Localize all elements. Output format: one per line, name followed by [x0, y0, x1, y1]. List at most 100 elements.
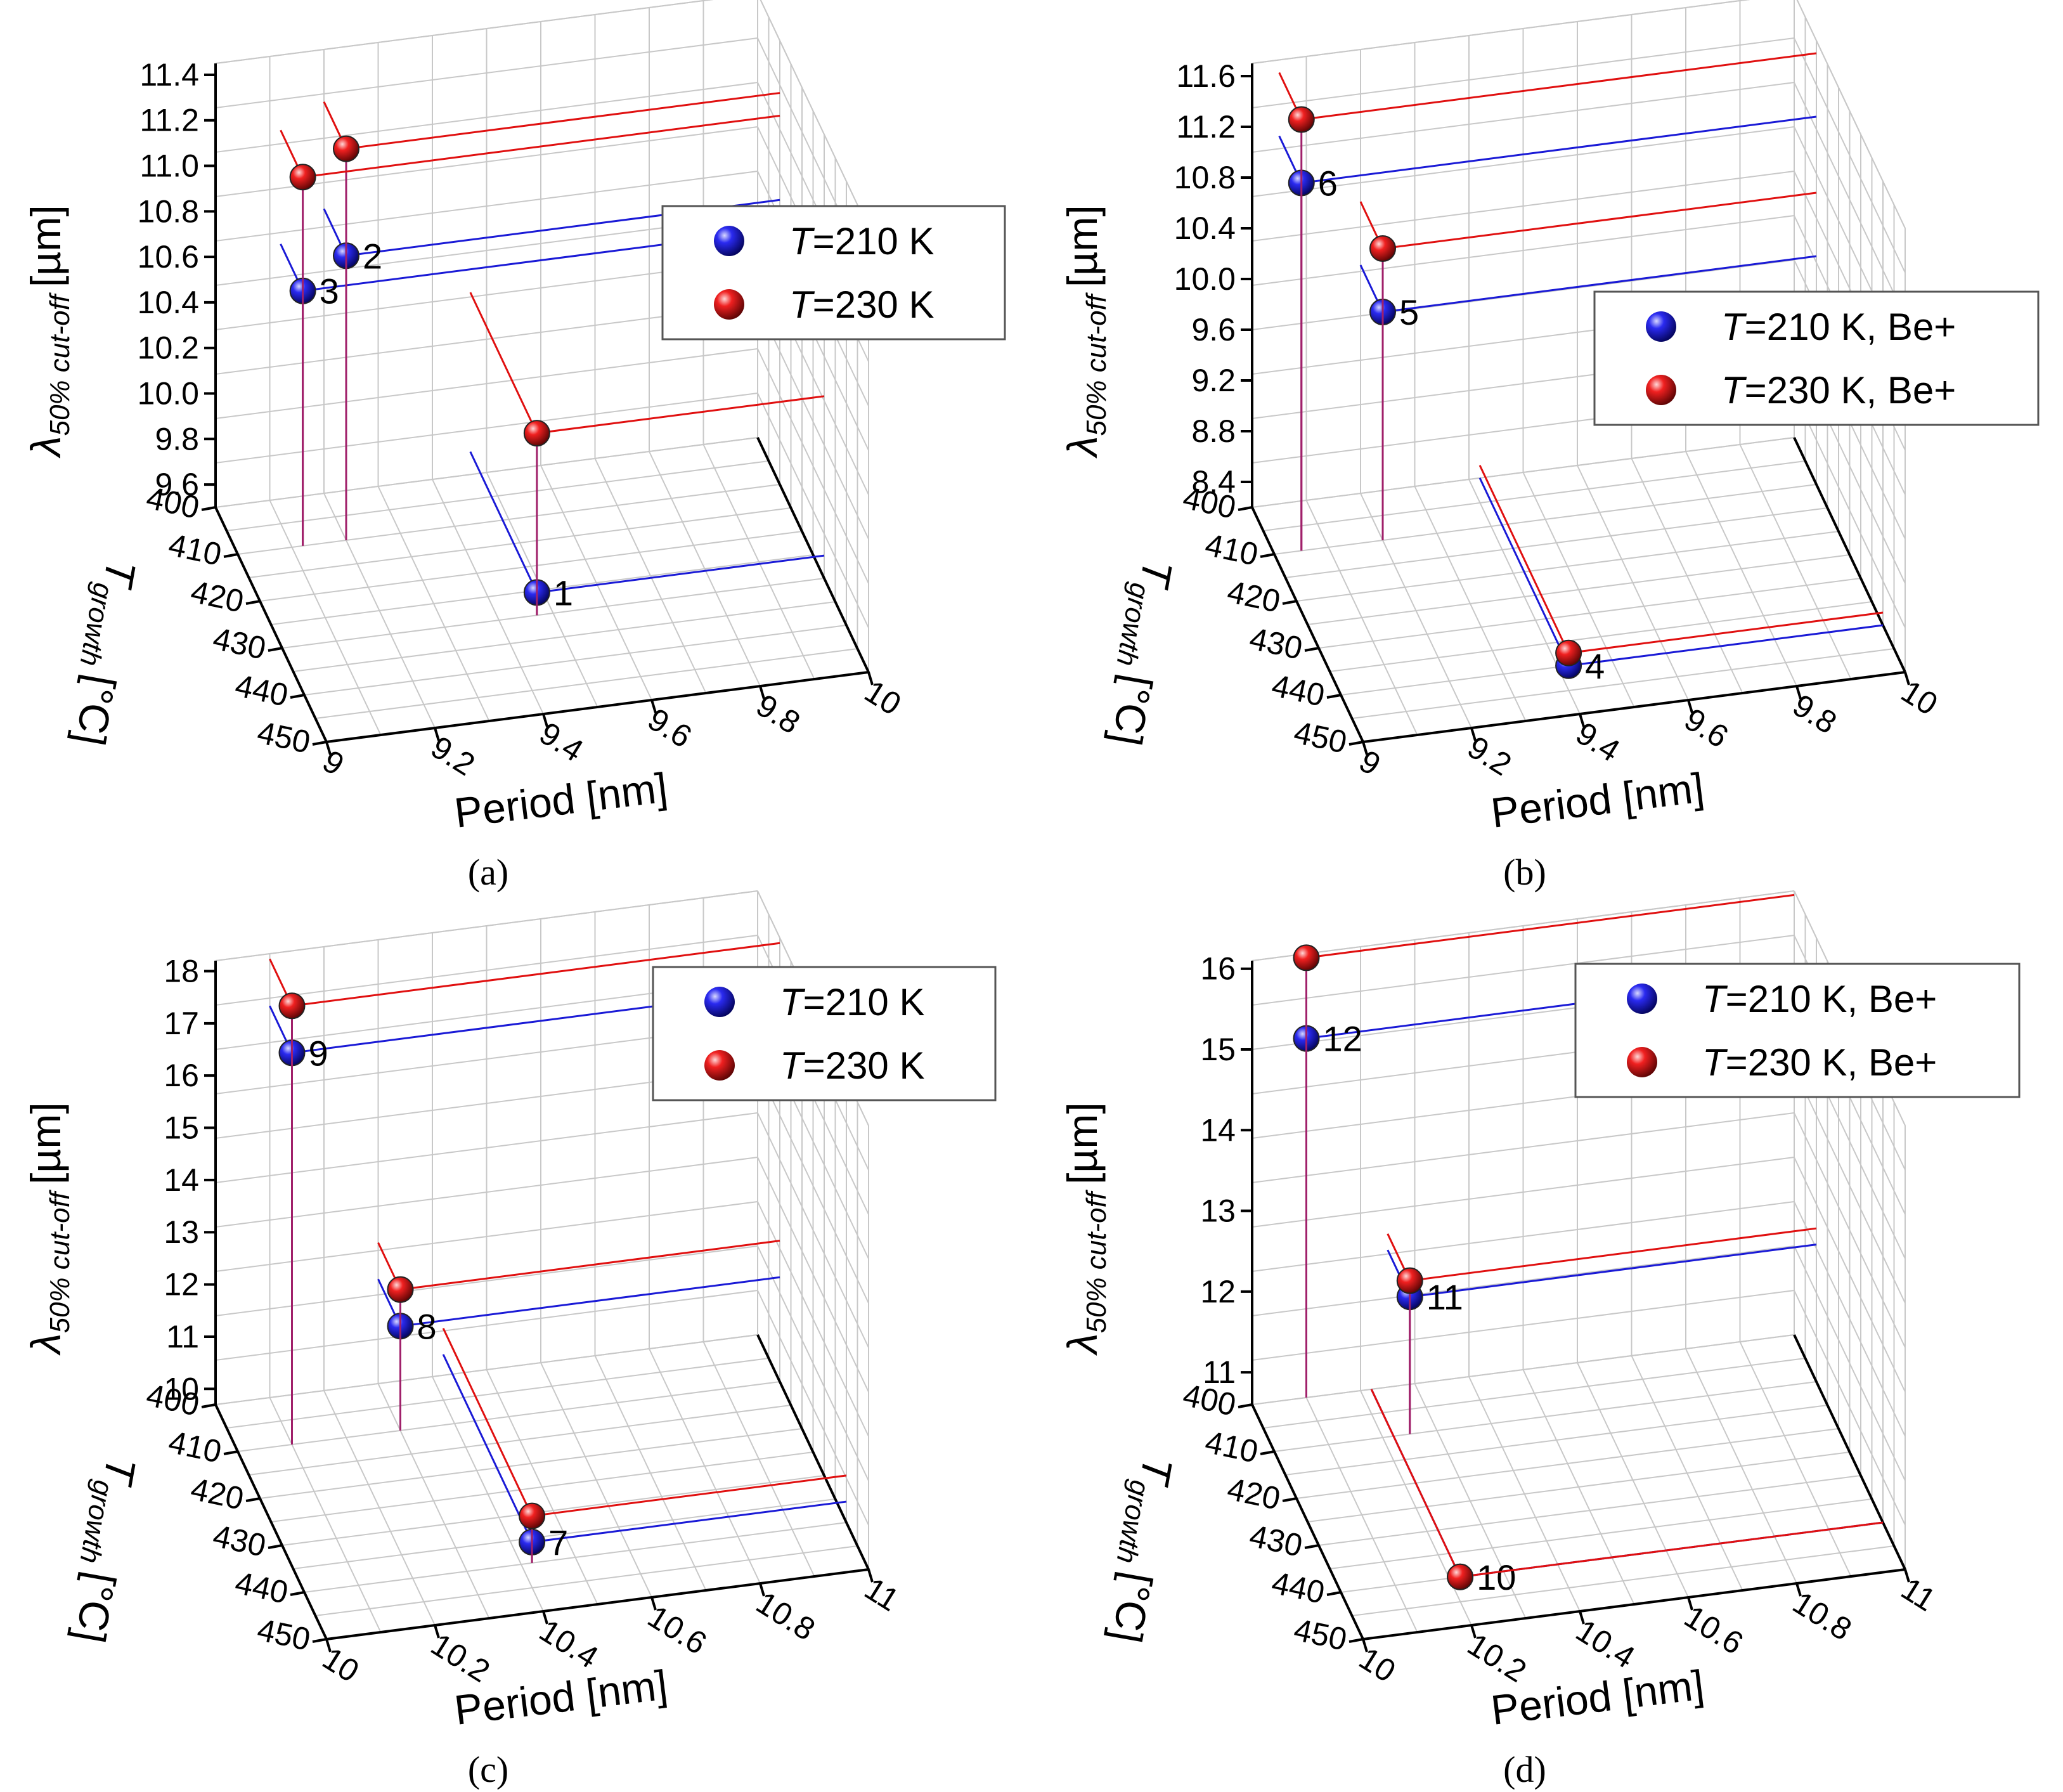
grid-line	[226, 1358, 769, 1429]
y-axis-symbol: λ	[1059, 1334, 1106, 1356]
x-tick-mark	[325, 741, 332, 755]
axes-frame	[1238, 63, 1910, 755]
legend-entry: T=210 K, Be+	[1702, 978, 1937, 1020]
legend-marker	[714, 289, 744, 320]
data-point	[289, 164, 316, 191]
projection-line	[531, 1474, 847, 1517]
z-tick-mark	[268, 1544, 283, 1549]
data-point	[523, 420, 550, 447]
y-tick-label: 13	[164, 1214, 199, 1250]
y-tick-label: 13	[1200, 1193, 1236, 1229]
legend-entry: T=210 K	[780, 981, 925, 1023]
data-point-label: 1	[553, 573, 573, 613]
x-tick-mark	[1579, 1611, 1585, 1625]
panel-caption: (b)	[1503, 852, 1546, 893]
axes-frame	[201, 63, 874, 755]
y-tick-label: 8.4	[1191, 464, 1236, 500]
y-tick-label: 15	[164, 1110, 199, 1146]
grid-line	[215, 935, 758, 1006]
z-tick-label: 430	[1246, 621, 1305, 666]
x-axis-title: Period [nm]	[1489, 763, 1707, 836]
data-point-label: 12	[1323, 1019, 1362, 1059]
legend-entry: T=230 K	[780, 1044, 925, 1087]
legend: T=210 K T=230 K	[652, 966, 997, 1101]
y-axis-unit: [µm]	[1059, 205, 1106, 287]
y-tick-label: 9.2	[1191, 363, 1236, 398]
y-tick-label: 10.4	[1174, 211, 1236, 246]
x-tick-mark	[867, 672, 874, 685]
x-tick-mark	[1687, 699, 1693, 713]
x-tick-mark	[1795, 1583, 1802, 1597]
data-series: 4 5 6	[1278, 52, 1884, 686]
z-tick-mark	[201, 506, 216, 511]
x-tick-label: 10.6	[642, 1599, 713, 1661]
z-tick-label: 430	[210, 621, 269, 666]
x-tick-label: 10.2	[425, 1626, 496, 1689]
x-tick-mark	[1362, 1639, 1368, 1652]
z-axis-title: Tgrowth[°C]	[60, 555, 145, 749]
axis-line	[1793, 437, 1906, 673]
grid-line	[649, 1348, 761, 1584]
data-point-label: 2	[363, 236, 382, 276]
projection-line	[1568, 611, 1884, 654]
grid-line	[237, 484, 780, 555]
grid-line	[1685, 451, 1797, 687]
grid-line	[594, 458, 707, 694]
grid-line	[1794, 1112, 1906, 1348]
z-tick-mark	[1304, 1544, 1319, 1549]
legend-symbol: T	[780, 1044, 806, 1087]
grid-line	[215, 82, 758, 153]
grid-line	[1251, 37, 1795, 108]
grid-line	[1274, 484, 1817, 555]
data-point-label: 4	[1585, 646, 1605, 686]
axis-line	[1362, 671, 1906, 743]
z-tick-label: 410	[1202, 1424, 1261, 1470]
legend-entry: T=230 K	[789, 283, 934, 326]
x-tick-label: 9.8	[750, 687, 806, 741]
projection-line	[1301, 52, 1817, 120]
y-tick-label: 16	[164, 1058, 199, 1093]
z-tick-mark	[1326, 1591, 1342, 1596]
legend-entry: T=230 K, Be+	[1702, 1041, 1937, 1084]
panel-caption: (d)	[1503, 1749, 1546, 1790]
legend-marker	[704, 1050, 735, 1081]
axis-line	[326, 671, 869, 743]
grid-line	[226, 460, 769, 531]
y-axis-title: λ50% cut-off [µm]	[1059, 205, 1112, 458]
legend-text: =210 K, Be+	[1745, 306, 1956, 348]
projection-line	[1568, 624, 1884, 667]
legend-box	[652, 966, 997, 1101]
y-tick-label: 10.4	[138, 285, 199, 320]
legend-text: =230 K	[803, 1044, 925, 1087]
y-axis-subscript: 50% cut-off	[44, 1189, 75, 1333]
grid-line	[1794, 37, 1906, 273]
x-tick-label: 10.8	[1787, 1585, 1858, 1647]
grid-line	[215, 890, 758, 961]
z-axis-unit: [°C]	[1103, 1569, 1161, 1646]
z-tick-label: 450	[254, 1612, 313, 1658]
x-tick-label: 10.4	[533, 1613, 604, 1675]
x-tick-label: 10	[316, 1640, 365, 1689]
z-tick-mark	[1348, 1638, 1364, 1643]
x-tick-label: 9.2	[425, 729, 481, 782]
y-axis-symbol: λ	[22, 1334, 69, 1356]
x-tick-label: 11	[858, 1571, 905, 1618]
legend-marker	[1646, 375, 1676, 405]
legend-text: =210 K, Be+	[1726, 978, 1937, 1020]
data-point	[1396, 1267, 1423, 1294]
legend-entry: T=230 K, Be+	[1721, 369, 1956, 412]
axis-line	[1362, 1568, 1906, 1640]
z-tick-mark	[1260, 1450, 1275, 1455]
legend-entry: T=210 K, Be+	[1721, 306, 1956, 348]
z-axis-subscript: growth	[74, 1478, 119, 1566]
legend: T=210 K, Be+ T=230 K, Be+	[1593, 290, 2040, 426]
x-tick-label: 9	[316, 743, 350, 782]
projection-line	[536, 395, 825, 434]
y-tick-label: 10.8	[138, 193, 199, 229]
y-tick-label: 11.2	[139, 103, 199, 138]
data-point	[519, 1502, 546, 1529]
y-tick-label: 15	[1200, 1032, 1236, 1067]
